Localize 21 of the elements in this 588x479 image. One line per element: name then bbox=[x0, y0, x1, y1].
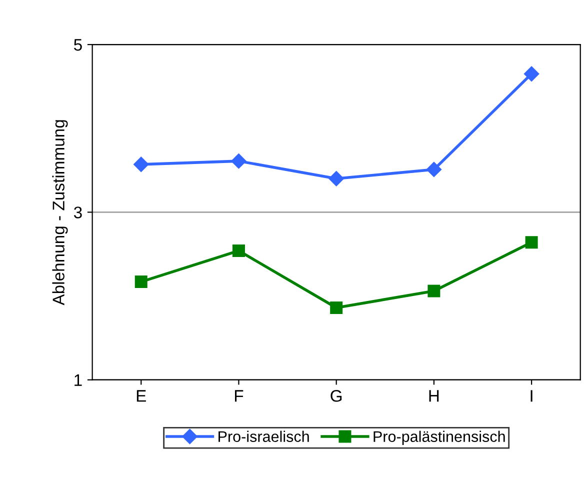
y-axis-title: Ablehnung - Zustimmung bbox=[52, 120, 68, 306]
y-tick-label: 5 bbox=[74, 39, 82, 51]
y-tick-label: 1 bbox=[74, 374, 82, 386]
y-tick-label: 3 bbox=[74, 206, 82, 218]
point bbox=[134, 156, 149, 172]
x-tick-label: E bbox=[136, 390, 146, 402]
point bbox=[134, 276, 148, 288]
point bbox=[232, 244, 245, 258]
point bbox=[328, 171, 344, 186]
point bbox=[231, 153, 246, 169]
x-tick-label: G bbox=[330, 390, 342, 402]
point bbox=[524, 66, 540, 82]
x-tick-label: H bbox=[429, 390, 439, 402]
point bbox=[428, 284, 440, 298]
point bbox=[426, 162, 442, 178]
x-tick-label: I bbox=[530, 390, 532, 402]
x-tick-label: F bbox=[235, 390, 244, 402]
point bbox=[330, 302, 343, 314]
point bbox=[525, 236, 538, 249]
legend-label: Pro-israelisch bbox=[218, 430, 309, 442]
legend-label: Pro-palästinensisch bbox=[374, 430, 505, 446]
